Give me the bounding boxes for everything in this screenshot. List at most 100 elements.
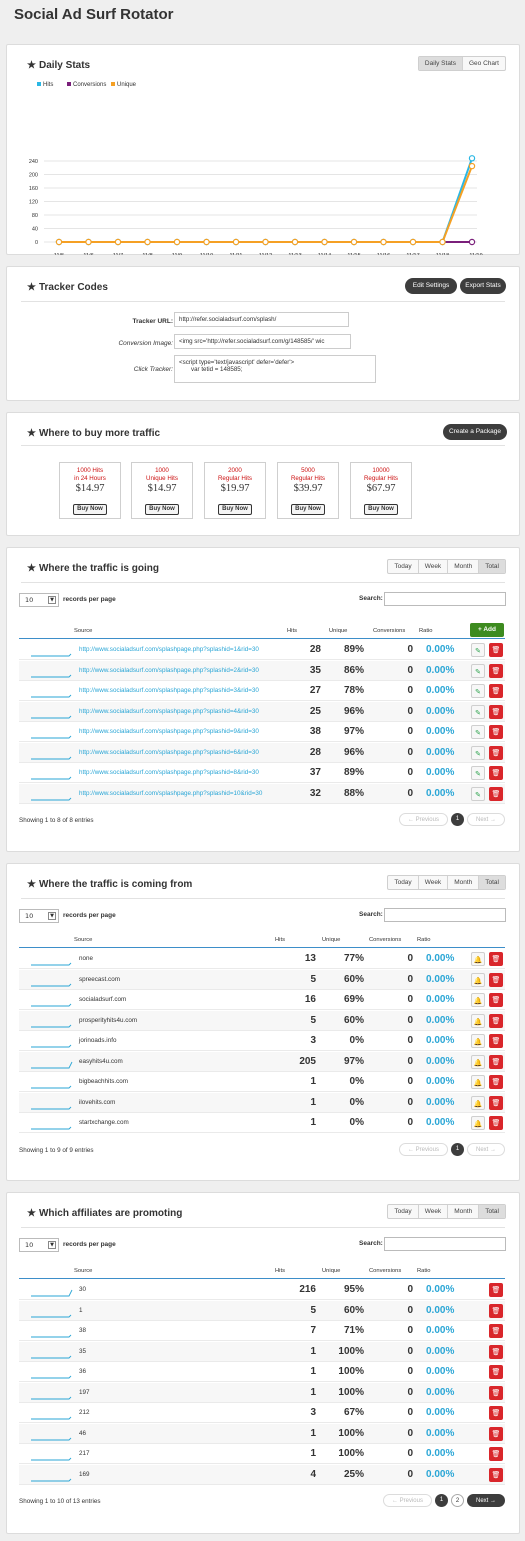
click-tracker-textarea[interactable]: <script type='text/javascript' defer='de… [174, 355, 376, 383]
search-input[interactable] [384, 1237, 506, 1251]
range-total-button[interactable]: Total [479, 1205, 505, 1218]
page-1-button[interactable]: 1 [450, 813, 464, 826]
data-point[interactable] [468, 155, 476, 162]
previous-button[interactable]: ← Previous [398, 1142, 448, 1156]
delete-icon[interactable]: 🗑 [489, 725, 503, 739]
col-conversions[interactable]: Conversions [369, 1268, 402, 1274]
data-point[interactable] [321, 238, 328, 246]
col-source[interactable]: Source [74, 1268, 93, 1274]
delete-icon[interactable]: 🗑 [489, 1365, 503, 1379]
col-unique[interactable]: Unique [329, 628, 348, 634]
delete-icon[interactable]: 🗑 [489, 684, 503, 698]
col-ratio[interactable]: Ratio [417, 1268, 431, 1274]
delete-icon[interactable]: 🗑 [489, 1447, 503, 1461]
range-total-button[interactable]: Total [479, 876, 505, 889]
data-point[interactable] [350, 238, 358, 246]
search-input[interactable] [384, 908, 506, 922]
range-today-button[interactable]: Today [388, 560, 419, 573]
delete-icon[interactable]: 🗑 [489, 1324, 503, 1338]
legend-label[interactable]: Conversions [73, 82, 106, 88]
delete-icon[interactable]: 🗑 [489, 1013, 503, 1028]
col-ratio[interactable]: Ratio [419, 628, 433, 634]
col-conversions[interactable]: Conversions [373, 628, 406, 634]
data-point[interactable] [380, 238, 387, 246]
page-1-button[interactable]: 1 [450, 1142, 464, 1156]
bell-icon[interactable]: 🔔 [471, 972, 485, 987]
delete-icon[interactable]: 🗑 [489, 952, 503, 966]
range-today-button[interactable]: Today [388, 876, 419, 889]
range-week-button[interactable]: Week [419, 1205, 449, 1218]
delete-icon[interactable]: 🗑 [489, 1034, 503, 1048]
data-point[interactable] [291, 238, 299, 246]
bell-icon[interactable]: 🔔 [471, 1054, 485, 1069]
delete-icon[interactable]: 🗑 [489, 663, 503, 678]
data-point[interactable] [144, 238, 151, 246]
bell-icon[interactable]: 🔔 [471, 1116, 485, 1130]
legend-label[interactable]: Unique [117, 82, 137, 88]
create-package-button[interactable]: Create a Package [443, 424, 507, 440]
tracker-url-field[interactable]: http://refer.socialadsurf.com/splash/ [174, 312, 349, 327]
col-conversions[interactable]: Conversions [369, 937, 402, 943]
bell-icon[interactable]: 🔔 [471, 993, 485, 1007]
col-unique[interactable]: Unique [322, 1268, 341, 1274]
delete-icon[interactable]: 🗑 [489, 1385, 503, 1400]
col-hits[interactable]: Hits [275, 937, 285, 943]
edit-icon[interactable]: ✎ [471, 725, 485, 739]
col-unique[interactable]: Unique [322, 937, 341, 943]
range-week-button[interactable]: Week [419, 876, 449, 889]
edit-icon[interactable]: ✎ [471, 704, 485, 719]
col-ratio[interactable]: Ratio [417, 937, 431, 943]
delete-icon[interactable]: 🗑 [489, 1406, 503, 1420]
source-cell[interactable]: http://www.socialadsurf.com/splashpage.p… [79, 687, 259, 694]
delete-icon[interactable]: 🗑 [489, 643, 503, 657]
delete-icon[interactable]: 🗑 [489, 1467, 503, 1482]
previous-button[interactable]: ← Previous [382, 1494, 432, 1507]
col-hits[interactable]: Hits [287, 628, 297, 634]
range-month-button[interactable]: Month [448, 876, 480, 889]
delete-icon[interactable]: 🗑 [489, 704, 503, 719]
edit-icon[interactable]: ✎ [471, 663, 485, 678]
range-month-button[interactable]: Month [448, 560, 480, 573]
source-cell[interactable]: http://www.socialadsurf.com/splashpage.p… [79, 789, 263, 797]
buy-now-button[interactable]: Buy Now [291, 504, 325, 515]
range-month-button[interactable]: Month [448, 1205, 480, 1218]
delete-icon[interactable]: 🗑 [489, 1426, 503, 1441]
data-point[interactable] [85, 238, 92, 246]
edit-icon[interactable]: ✎ [471, 766, 485, 780]
buy-now-button[interactable]: Buy Now [364, 504, 398, 515]
col-source[interactable]: Source [74, 937, 93, 943]
delete-icon[interactable]: 🗑 [489, 786, 503, 801]
col-source[interactable]: Source [74, 628, 93, 634]
records-per-page-select[interactable]: 10 ▼ [19, 909, 59, 923]
tab-daily-stats[interactable]: Daily Stats [418, 57, 463, 70]
edit-icon[interactable]: ✎ [471, 643, 485, 657]
delete-icon[interactable]: 🗑 [489, 745, 503, 760]
source-cell[interactable]: http://www.socialadsurf.com/splashpage.p… [79, 666, 259, 674]
delete-icon[interactable]: 🗑 [489, 972, 503, 987]
next-button[interactable]: Next → [466, 813, 505, 826]
bell-icon[interactable]: 🔔 [471, 1034, 485, 1048]
edit-icon[interactable]: ✎ [471, 684, 485, 698]
data-point[interactable] [203, 238, 210, 246]
delete-icon[interactable]: 🗑 [489, 1344, 503, 1359]
bell-icon[interactable]: 🔔 [471, 952, 485, 966]
source-cell[interactable]: http://www.socialadsurf.com/splashpage.p… [79, 707, 259, 715]
delete-icon[interactable]: 🗑 [489, 1054, 503, 1069]
data-point[interactable] [468, 238, 476, 246]
delete-icon[interactable]: 🗑 [489, 993, 503, 1007]
bell-icon[interactable]: 🔔 [471, 1095, 485, 1110]
page-2-button[interactable]: 2 [450, 1494, 464, 1507]
export-stats-button[interactable]: Export Stats [460, 278, 506, 294]
delete-icon[interactable]: 🗑 [489, 766, 503, 780]
records-per-page-select[interactable]: 10 ▼ [19, 593, 59, 607]
source-cell[interactable]: http://www.socialadsurf.com/splashpage.p… [79, 728, 259, 735]
data-point[interactable] [409, 238, 417, 246]
col-hits[interactable]: Hits [275, 1268, 285, 1274]
source-cell[interactable]: http://www.socialadsurf.com/splashpage.p… [79, 748, 259, 756]
search-input[interactable] [384, 592, 506, 606]
buy-now-button[interactable]: Buy Now [218, 504, 252, 515]
bell-icon[interactable]: 🔔 [471, 1075, 485, 1089]
buy-now-button[interactable]: Buy Now [145, 504, 179, 515]
range-total-button[interactable]: Total [479, 560, 505, 573]
add-button[interactable]: + Add [470, 623, 504, 637]
